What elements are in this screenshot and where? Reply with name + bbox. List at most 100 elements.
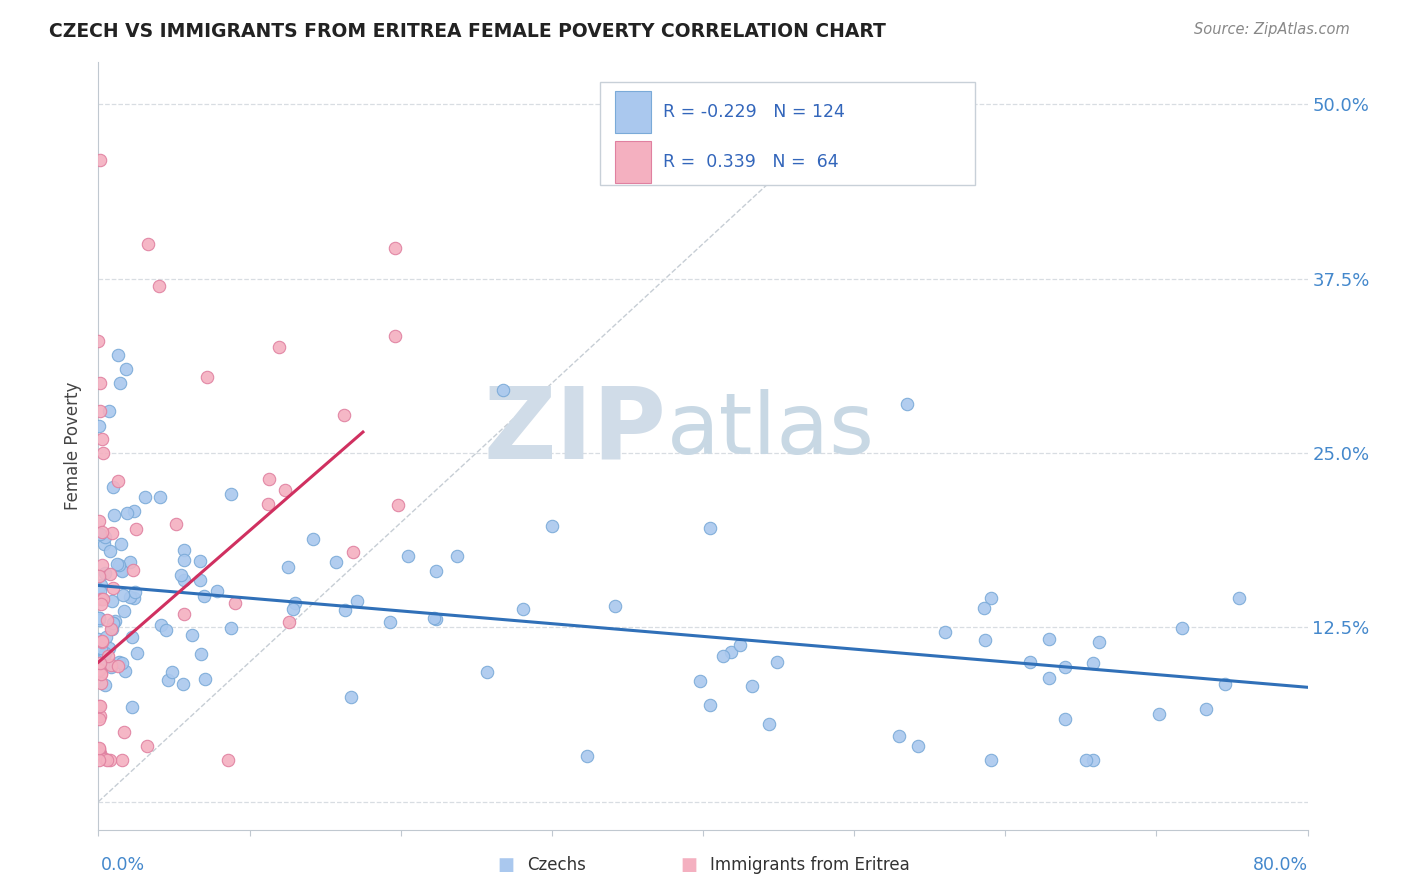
- Point: [1038, 632, 1060, 646]
- Point: [93, 752, 115, 766]
- Point: [114, 362, 136, 376]
- Point: [224, 596, 246, 610]
- Point: [387, 498, 409, 512]
- Point: [122, 563, 145, 577]
- Text: ZIP: ZIP: [484, 382, 666, 479]
- Point: [90, 598, 112, 612]
- Text: ■: ■: [498, 856, 515, 874]
- Text: Source: ZipAtlas.com: Source: ZipAtlas.com: [1194, 22, 1350, 37]
- Point: [90, 665, 112, 680]
- Point: [193, 590, 215, 604]
- Point: [446, 549, 468, 564]
- Point: [107, 558, 129, 573]
- Point: [396, 549, 419, 564]
- Point: [107, 348, 129, 362]
- Point: [150, 618, 173, 632]
- Point: [699, 521, 721, 535]
- Point: [103, 582, 125, 596]
- Point: [575, 749, 598, 764]
- Point: [91, 446, 114, 460]
- Point: [1088, 635, 1111, 649]
- Point: [94, 530, 117, 544]
- Point: [89, 746, 111, 760]
- Point: [1076, 753, 1098, 767]
- Point: [896, 397, 918, 411]
- Point: [346, 594, 368, 608]
- Point: [475, 665, 498, 679]
- Point: [91, 592, 114, 607]
- Point: [90, 641, 112, 656]
- Point: [728, 638, 751, 652]
- Point: [87, 712, 110, 726]
- Point: [342, 545, 364, 559]
- Point: [91, 657, 114, 672]
- Point: [110, 564, 132, 578]
- Point: [699, 698, 721, 712]
- Point: [114, 665, 136, 679]
- Point: [115, 506, 138, 520]
- Point: [87, 740, 110, 755]
- Point: [170, 567, 193, 582]
- Point: [165, 516, 187, 531]
- Point: [1038, 671, 1060, 685]
- Y-axis label: Female Poverty: Female Poverty: [65, 382, 83, 510]
- Point: [100, 658, 122, 673]
- Point: [89, 611, 111, 625]
- Point: [1149, 706, 1171, 721]
- Point: [907, 739, 929, 753]
- Point: [96, 630, 118, 644]
- Point: [720, 645, 742, 659]
- Point: [87, 632, 110, 646]
- Point: [107, 474, 129, 488]
- Point: [267, 340, 290, 354]
- Point: [101, 616, 124, 631]
- Point: [89, 698, 111, 713]
- Point: [111, 588, 134, 602]
- Point: [934, 624, 956, 639]
- Point: [91, 633, 114, 648]
- Point: [97, 404, 120, 418]
- Point: [136, 236, 159, 251]
- Point: [87, 568, 110, 582]
- Point: [90, 635, 112, 649]
- Point: [90, 675, 112, 690]
- Point: [689, 674, 711, 689]
- Point: [112, 604, 135, 618]
- Point: [96, 753, 118, 767]
- Point: [87, 741, 110, 756]
- Point: [87, 334, 110, 349]
- Point: [93, 536, 115, 550]
- Point: [1213, 677, 1236, 691]
- Point: [87, 746, 110, 760]
- Point: [124, 591, 146, 606]
- Point: [89, 656, 111, 670]
- Point: [107, 557, 129, 571]
- Point: [90, 592, 112, 607]
- Point: [87, 753, 110, 767]
- Point: [173, 553, 195, 567]
- Point: [758, 716, 780, 731]
- Point: [332, 408, 354, 422]
- Text: ■: ■: [681, 856, 697, 874]
- Point: [111, 753, 134, 767]
- Point: [89, 709, 111, 723]
- Point: [118, 555, 141, 569]
- Point: [89, 699, 111, 714]
- Point: [93, 646, 115, 660]
- Point: [340, 690, 363, 704]
- Point: [173, 607, 195, 621]
- Point: [741, 679, 763, 693]
- Point: [180, 628, 202, 642]
- Point: [973, 632, 995, 647]
- Text: Immigrants from Eritrea: Immigrants from Eritrea: [710, 856, 910, 874]
- Text: R = -0.229   N = 124: R = -0.229 N = 124: [664, 103, 845, 121]
- Point: [87, 418, 110, 433]
- Point: [98, 753, 121, 767]
- Point: [98, 544, 121, 558]
- Point: [89, 611, 111, 625]
- FancyBboxPatch shape: [600, 81, 976, 186]
- Point: [89, 404, 111, 418]
- Point: [155, 623, 177, 637]
- Point: [980, 591, 1002, 605]
- Text: atlas: atlas: [666, 389, 875, 472]
